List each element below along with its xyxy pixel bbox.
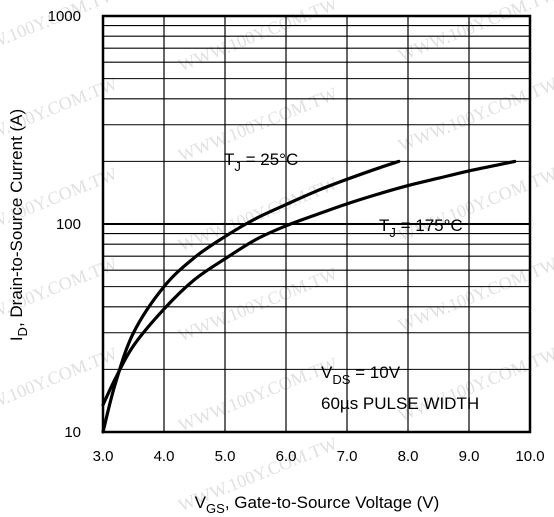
y-tick-label: 100 xyxy=(56,216,81,233)
grid xyxy=(103,16,530,432)
y-axis-title: ID, Drain-to-Source Current (A) xyxy=(7,109,30,341)
series-line-tj-175c xyxy=(101,159,517,407)
x-tick-label: 3.0 xyxy=(93,448,114,465)
series-layer xyxy=(101,159,517,434)
pulse-annotation: 60µs PULSE WIDTH xyxy=(321,394,479,413)
x-tick-label: 5.0 xyxy=(215,448,236,465)
watermark-text: WWW.100Y.COM.TW xyxy=(175,353,340,435)
y-tick-label: 1000 xyxy=(48,8,81,25)
x-tick-label: 4.0 xyxy=(154,448,175,465)
x-tick-label: 9.0 xyxy=(459,448,480,465)
series-label-25c: TJ = 25°C xyxy=(224,150,298,174)
y-tick-label: 10 xyxy=(64,424,81,441)
series-line-tj-25c xyxy=(101,159,401,434)
vds-annotation: VDS = 10V xyxy=(321,363,401,387)
x-tick-labels: 3.0 4.0 5.0 6.0 7.0 8.0 9.0 10.0 xyxy=(93,448,545,465)
x-tick-label: 7.0 xyxy=(337,448,358,465)
x-tick-label: 6.0 xyxy=(276,448,297,465)
plot-frame xyxy=(101,14,532,434)
x-tick-label: 10.0 xyxy=(515,448,544,465)
x-axis-title: VGS, Gate-to-Source Voltage (V) xyxy=(195,493,440,516)
x-tick-label: 8.0 xyxy=(398,448,419,465)
watermark-text: WWW.100Y.COM.TW xyxy=(175,0,340,75)
y-tick-labels: 10 100 1000 xyxy=(48,8,81,441)
series-label-175c: TJ = 175°C xyxy=(379,216,463,240)
